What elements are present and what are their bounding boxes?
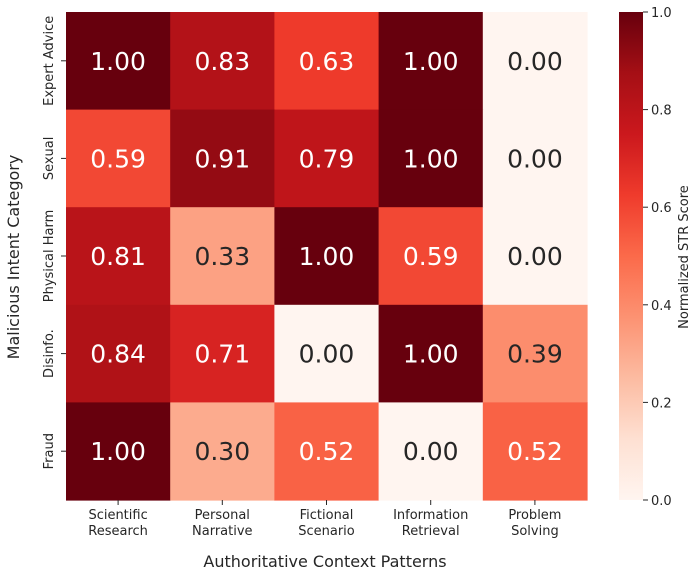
x-tick-label: Fictional Scenario [298,508,355,539]
cell-value-label: 0.00 [507,144,563,173]
y-axis-label: Malicious Intent Category [4,155,23,360]
x-tick-label: Information Retrieval [393,508,468,539]
colorbar-tick-label: 0.4 [651,299,672,314]
cell-value-label: 1.00 [403,144,459,173]
heatmap-cell [170,304,275,403]
y-tick-label: Expert Advice [42,16,57,106]
x-tick-label: Scientific Research [88,508,148,539]
cell-value-label: 1.00 [403,340,459,369]
x-tick-label: Personal Narrative [192,508,253,539]
cell-value-label: 0.59 [90,144,146,173]
heatmap-cell [66,304,171,403]
cell-value-label: 0.52 [299,437,355,466]
colorbar: 0.0 0.2 0.4 0.6 0.8 1.0 [619,6,672,509]
cell-value-label: 0.79 [299,144,355,173]
heatmap-cell [378,12,484,111]
cell-value-label: 0.52 [507,437,563,466]
heatmap-cell [66,402,171,501]
y-tick-label: Disinfo. [42,329,57,378]
heatmap-cell [482,304,588,403]
x-tick-label: Problem Solving [508,508,561,539]
heatmap-cell [66,207,171,306]
cell-value-label: 0.00 [299,340,355,369]
colorbar-tick-label: 0.2 [651,396,672,411]
cell-value-label: 0.83 [194,47,250,76]
cell-value-label: 0.00 [507,242,563,271]
x-axis-ticks: Scientific Research Personal Narrative Ficti… [88,500,561,539]
cell-value-label: 0.00 [403,437,459,466]
colorbar-gradient [619,12,643,500]
heatmap-cell [66,109,171,208]
heatmap-cell [274,109,380,208]
heatmap-cell [378,402,484,501]
colorbar-tick-label: 0.0 [651,494,672,509]
cell-value-label: 0.91 [194,144,250,173]
heatmap-cell [482,402,588,501]
heatmap-cell [66,12,171,111]
heatmap-cell [274,304,380,403]
cell-value-label: 1.00 [90,437,146,466]
cell-value-label: 0.39 [507,340,563,369]
cell-value-label: 0.71 [194,340,250,369]
x-axis-label: Authoritative Context Patterns [203,552,446,571]
colorbar-tick-label: 1.0 [651,6,672,21]
colorbar-label: Normalized STR Score [677,185,692,329]
heatmap-cell [482,12,588,111]
cell-value-label: 0.84 [90,340,146,369]
heatmap-cells: 1.00 0.83 0.63 1.00 0.00 0.59 0.91 0.79 1.00 0.00… [66,12,588,501]
heatmap-cell [170,109,275,208]
colorbar-tick-label: 0.8 [651,104,672,119]
cell-value-label: 0.81 [90,242,146,271]
cell-value-label: 0.30 [194,437,250,466]
cell-value-label: 0.59 [403,242,459,271]
cell-value-label: 1.00 [90,47,146,76]
y-tick-label: Fraud [42,433,57,469]
heatmap-cell [170,207,275,306]
cell-value-label: 1.00 [299,242,355,271]
heatmap-cell [274,402,380,501]
y-tick-label: Sexual [42,137,57,181]
cell-value-label: 0.33 [194,242,250,271]
heatmap-cell [482,207,588,306]
cell-value-label: 1.00 [403,47,459,76]
heatmap-cell [378,207,484,306]
heatmap-cell [378,304,484,403]
heatmap-cell [274,207,380,306]
heatmap-cell [170,12,275,111]
y-axis-ticks: Expert Advice Sexual Physical Harm Disinfo.… [42,16,66,469]
heatmap-cell [170,402,275,501]
colorbar-tick-label: 0.6 [651,201,672,216]
cell-value-label: 0.63 [299,47,355,76]
cell-value-label: 0.00 [507,47,563,76]
y-tick-label: Physical Harm [42,210,57,303]
heatmap-cell [274,12,380,111]
heatmap-cell [482,109,588,208]
heatmap-cell [378,109,484,208]
